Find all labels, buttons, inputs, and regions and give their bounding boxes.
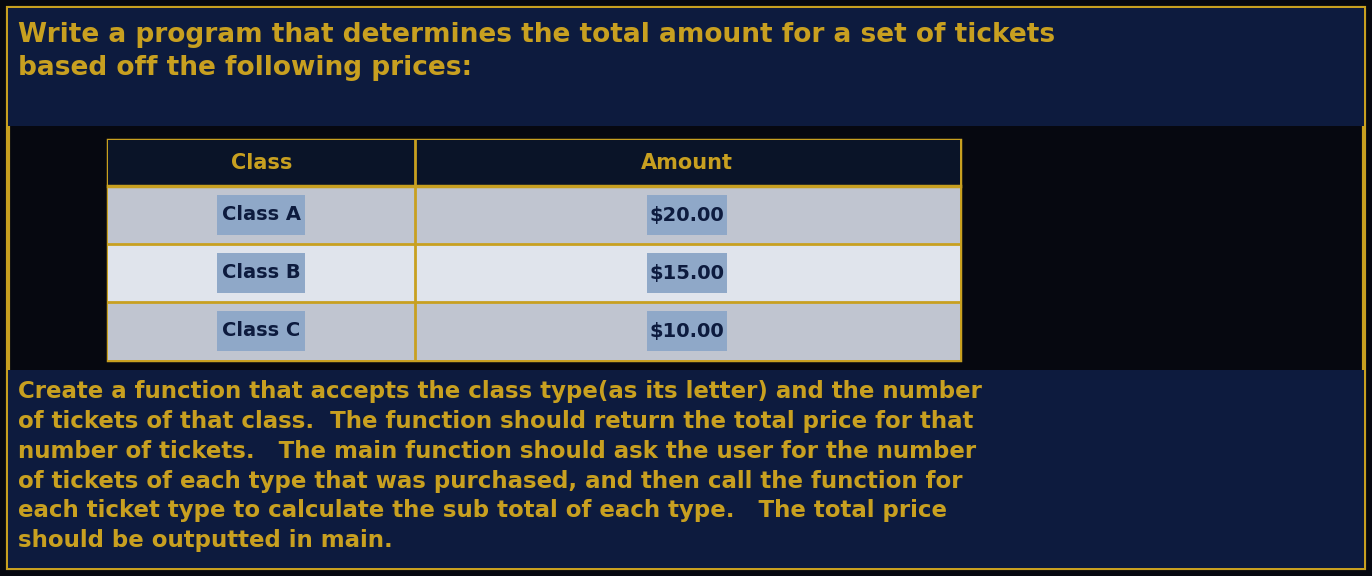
FancyBboxPatch shape [8,370,1364,568]
FancyBboxPatch shape [108,244,960,302]
Text: Class: Class [230,153,292,173]
Text: Class A: Class A [222,206,300,225]
FancyBboxPatch shape [108,186,960,244]
FancyBboxPatch shape [648,195,727,236]
FancyBboxPatch shape [217,253,306,293]
FancyBboxPatch shape [8,8,1364,568]
FancyBboxPatch shape [108,302,960,360]
Text: Write a program that determines the total amount for a set of tickets
based off : Write a program that determines the tota… [18,22,1055,81]
Text: Class C: Class C [222,321,300,340]
FancyBboxPatch shape [108,140,960,186]
FancyBboxPatch shape [648,253,727,293]
Text: Class B: Class B [222,263,300,282]
FancyBboxPatch shape [217,195,306,236]
FancyBboxPatch shape [648,310,727,351]
Text: $15.00: $15.00 [650,263,724,282]
Text: Create a function that accepts the class type(as its letter) and the number
of t: Create a function that accepts the class… [18,380,982,552]
FancyBboxPatch shape [8,8,1364,126]
Text: $10.00: $10.00 [650,321,724,340]
Text: $20.00: $20.00 [650,206,724,225]
Text: Amount: Amount [641,153,734,173]
FancyBboxPatch shape [217,310,306,351]
